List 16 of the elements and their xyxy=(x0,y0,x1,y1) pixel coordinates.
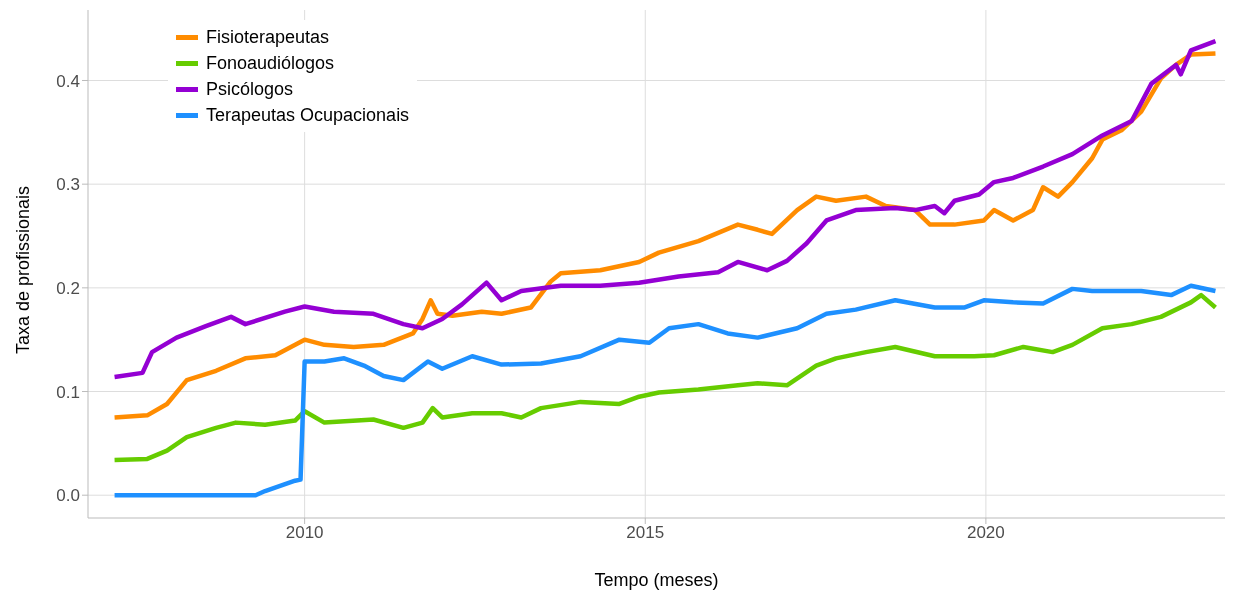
legend-label: Fonoaudiólogos xyxy=(206,52,335,75)
x-tick-label: 2020 xyxy=(966,523,1005,543)
legend-label: Terapeutas Ocupacionais xyxy=(206,104,410,127)
y-tick-label: 0.3 xyxy=(56,175,80,195)
x-axis-title: Tempo (meses) xyxy=(594,570,719,590)
line-series xyxy=(112,292,1218,463)
y-axis-title: Taxa de profissionais xyxy=(13,185,34,354)
legend-label: Fisioterapeutas xyxy=(206,26,330,49)
y-tick-label: 0.1 xyxy=(56,382,80,402)
x-tick-label: 2015 xyxy=(626,523,665,543)
legend-label: Psicólogos xyxy=(206,78,294,101)
line-series xyxy=(112,283,1218,498)
y-tick-label: 0.0 xyxy=(56,486,80,506)
y-tick-label: 0.4 xyxy=(56,71,80,91)
x-tick-label: 2010 xyxy=(285,523,324,543)
y-tick-label: 0.2 xyxy=(56,278,80,298)
